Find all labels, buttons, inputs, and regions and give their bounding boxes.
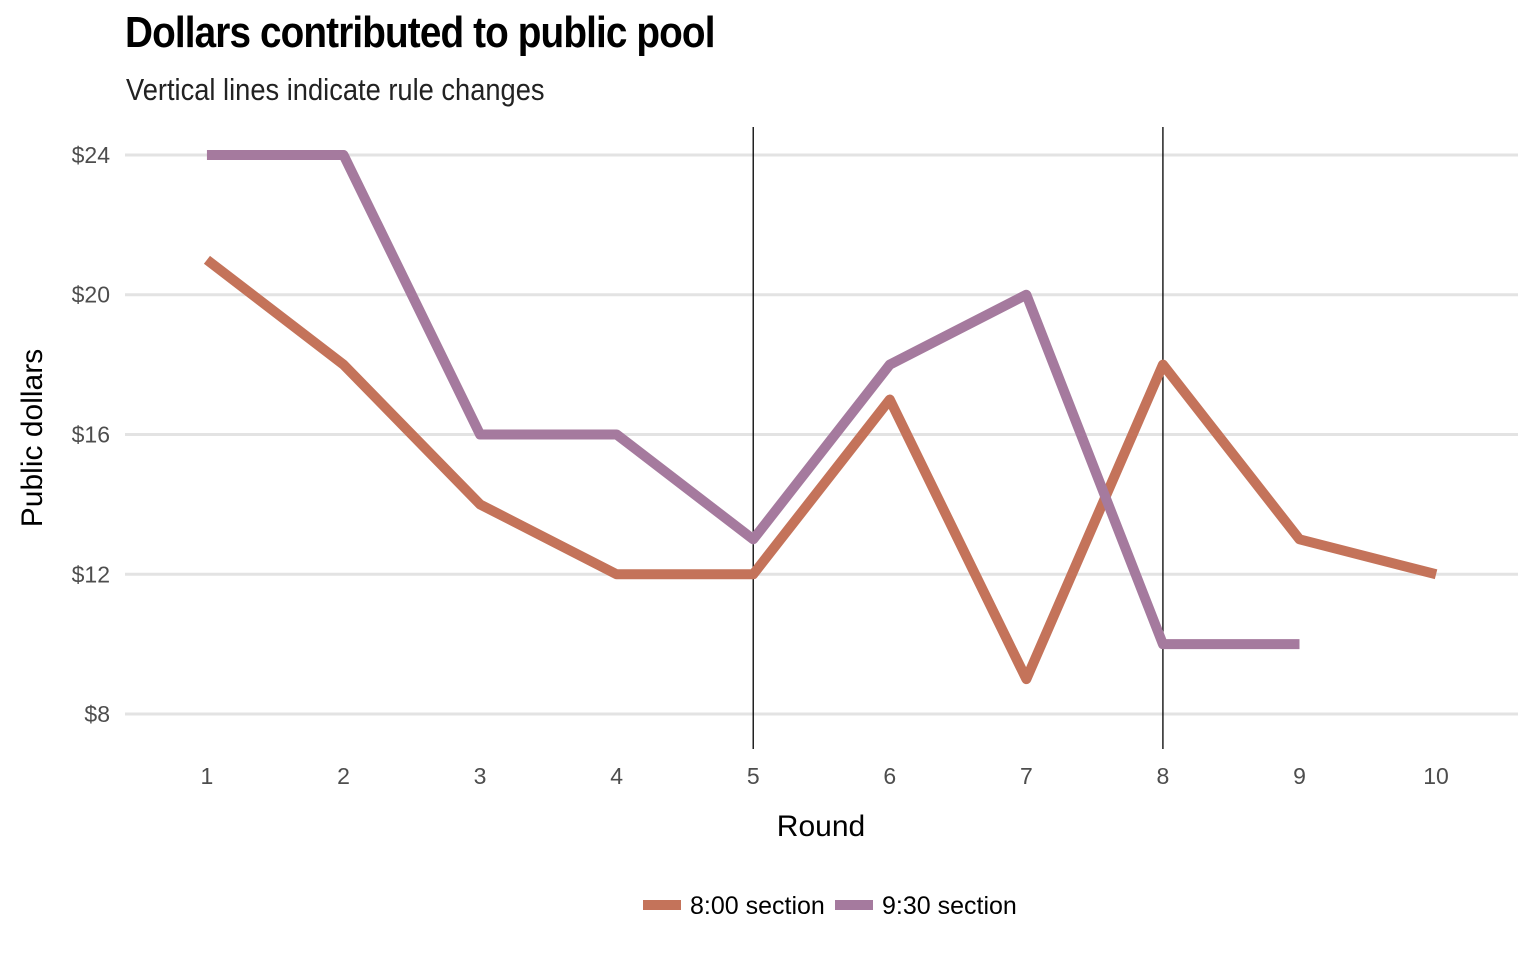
series-line (206, 149, 1300, 650)
legend: 8:00 section 9:30 section (643, 892, 1017, 920)
y-tick-label: $8 (84, 701, 110, 727)
x-tick-label: 1 (201, 763, 214, 789)
x-axis-ticks: 1 2 3 4 5 6 7 8 9 10 (201, 763, 1449, 789)
series-line (203, 255, 1438, 685)
x-tick-label: 4 (610, 763, 623, 789)
x-tick-label: 8 (1157, 763, 1170, 789)
gridlines (125, 153, 1518, 716)
x-tick-label: 6 (883, 763, 896, 789)
y-tick-label: $16 (72, 422, 110, 448)
x-tick-label: 3 (474, 763, 487, 789)
y-tick-label: $12 (72, 561, 110, 587)
x-tick-label: 5 (747, 763, 760, 789)
x-axis-title: Round (777, 810, 865, 843)
rule-change-lines (752, 127, 1164, 749)
legend-label: 9:30 section (882, 892, 1017, 920)
chart-subtitle: Vertical lines indicate rule changes (126, 72, 545, 107)
y-axis-ticks: $8 $12 $16 $20 $24 (72, 142, 111, 727)
chart-title: Dollars contributed to public pool (125, 8, 715, 57)
y-tick-label: $24 (72, 142, 111, 168)
x-tick-label: 10 (1423, 763, 1449, 789)
x-tick-label: 2 (337, 763, 350, 789)
series-lines (203, 149, 1438, 685)
y-axis-title: Public dollars (16, 349, 49, 527)
x-tick-label: 9 (1293, 763, 1306, 789)
legend-label: 8:00 section (690, 892, 825, 920)
y-tick-label: $20 (72, 282, 110, 308)
x-tick-label: 7 (1020, 763, 1033, 789)
